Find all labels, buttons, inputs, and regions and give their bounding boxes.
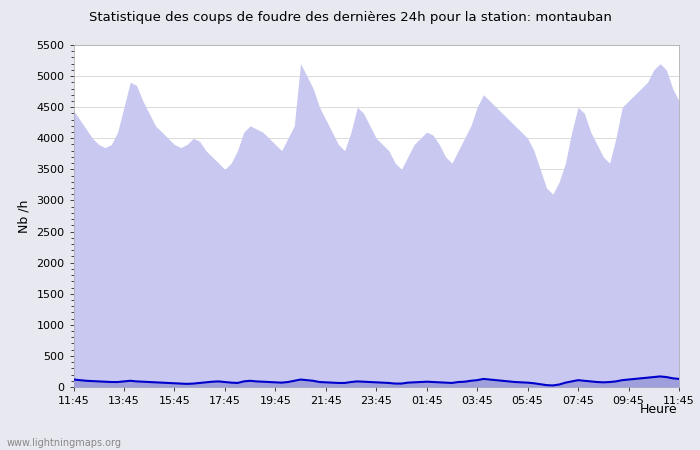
Text: Heure: Heure <box>640 403 678 416</box>
Text: www.lightningmaps.org: www.lightningmaps.org <box>7 438 122 448</box>
Y-axis label: Nb /h: Nb /h <box>18 199 31 233</box>
Legend: Total foudre, Moyenne de toutes les stations, Foudre détectée par montauban: Total foudre, Moyenne de toutes les stat… <box>158 447 594 450</box>
Text: Statistique des coups de foudre des dernières 24h pour la station: montauban: Statistique des coups de foudre des dern… <box>89 11 611 24</box>
